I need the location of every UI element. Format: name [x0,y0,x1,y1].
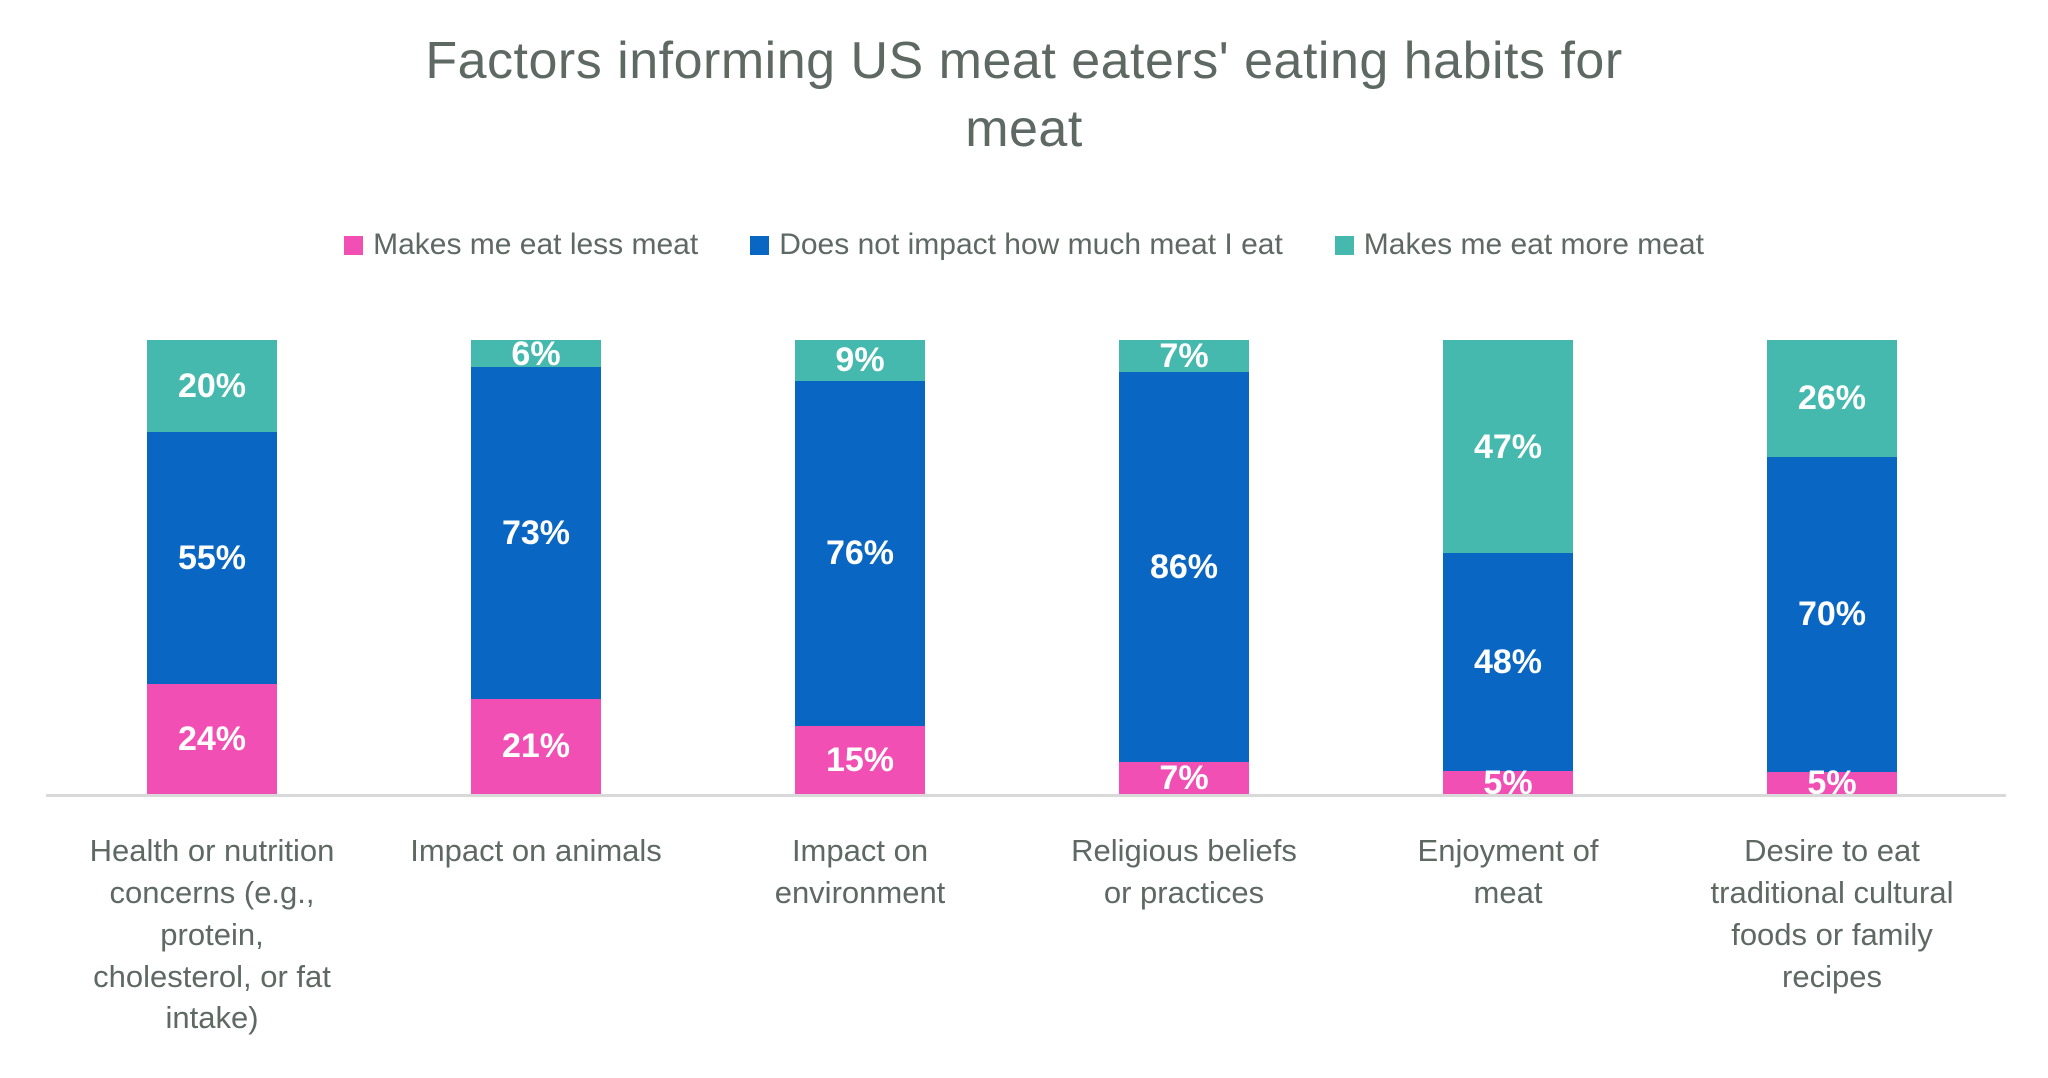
legend-item-no-impact: Does not impact how much meat I eat [750,228,1283,262]
value-label: 55% [177,538,247,577]
legend-label-less-meat: Makes me eat less meat [373,228,699,261]
bar-3-segment-middle: 76% [795,380,925,726]
value-label: 21% [501,727,571,766]
legend-swatch-teal-icon [1334,235,1354,255]
value-label: 86% [1149,547,1219,586]
stacked-bar-1: 20% 55% 24% [147,340,277,794]
stacked-bar-3: 9% 76% 15% [795,340,925,794]
bar-1-segment-top: 20% [147,340,277,432]
legend: Makes me eat less meat Does not impact h… [0,228,2048,262]
value-label: 70% [1797,595,1867,634]
bar-1-segment-middle: 55% [147,431,277,684]
bar-4-segment-top: 7% [1119,336,1249,375]
legend-item-less-meat: Makes me eat less meat [344,228,698,262]
stacked-bar-4: 7% 86% 7% [1119,336,1249,798]
bar-6-segment-middle: 70% [1767,456,1897,772]
value-label: 7% [1159,759,1209,798]
value-label: 6% [511,334,561,373]
stacked-bar-6: 26% 70% 5% [1767,340,1897,800]
value-label: 76% [825,534,895,573]
legend-label-more-meat: Makes me eat more meat [1363,228,1704,261]
bar-4-segment-bottom: 7% [1119,759,1249,798]
bar-5-segment-middle: 48% [1443,553,1573,772]
value-label: 24% [177,719,247,758]
legend-swatch-blue-icon [750,235,770,255]
bar-2-segment-bottom: 21% [471,698,601,794]
legend-swatch-pink-icon [344,235,364,255]
bar-2-segment-top: 6% [471,337,601,371]
x-axis-line [46,794,2006,797]
value-label: 5% [1483,763,1533,802]
bar-6-segment-bottom: 5% [1767,766,1897,800]
stacked-bar-2: 6% 73% 21% [471,337,601,794]
category-label-4: Religious beliefs or practices [1071,833,1297,910]
value-label: 15% [825,740,895,779]
legend-label-no-impact: Does not impact how much meat I eat [779,228,1283,261]
bar-2-segment-middle: 73% [471,367,601,699]
category-label-2: Impact on animals [410,833,662,868]
plot-area: 20% 55% 24% 6% 73% 21% 9% 76% 15% 7% 86% 7% 47% 48% 5%… [0,336,2048,800]
bar-6-segment-top: 26% [1767,340,1897,457]
value-label: 73% [501,513,571,552]
stacked-bar-5: 47% 48% 5% [1443,340,1573,800]
value-label: 47% [1473,427,1543,466]
bar-3-segment-bottom: 15% [795,725,925,794]
value-label: 20% [177,366,247,405]
value-label: 26% [1797,379,1867,418]
chart-title: Factors informing US meat eaters' eating… [425,32,1623,158]
bar-5-segment-bottom: 5% [1443,766,1573,800]
bar-4-segment-middle: 86% [1119,371,1249,763]
value-label: 48% [1473,643,1543,682]
bar-3-segment-top: 9% [795,340,925,381]
category-label-5: Enjoyment of meat [1417,833,1599,910]
bar-1-segment-bottom: 24% [147,683,277,794]
legend-item-more-meat: Makes me eat more meat [1334,228,1704,262]
value-label: 9% [835,341,885,380]
value-label: 7% [1159,336,1209,375]
category-label-6: Desire to eat traditional cultural foods… [1710,833,1954,994]
bar-5-segment-top: 47% [1443,340,1573,554]
category-label-1: Health or nutrition concerns (e.g., prot… [89,833,335,1036]
category-label-3: Impact on environment [774,833,946,910]
